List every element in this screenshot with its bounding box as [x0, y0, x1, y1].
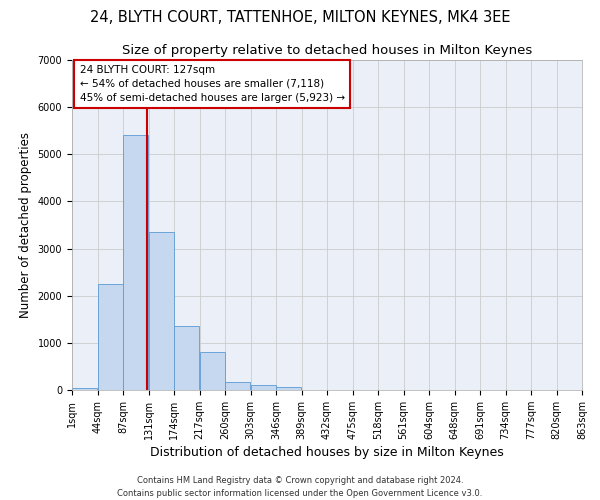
Text: Contains HM Land Registry data © Crown copyright and database right 2024.
Contai: Contains HM Land Registry data © Crown c… — [118, 476, 482, 498]
Y-axis label: Number of detached properties: Number of detached properties — [19, 132, 32, 318]
Bar — [72, 388, 97, 390]
Text: 24, BLYTH COURT, TATTENHOE, MILTON KEYNES, MK4 3EE: 24, BLYTH COURT, TATTENHOE, MILTON KEYNE… — [90, 10, 510, 25]
Bar — [98, 284, 123, 390]
Bar — [200, 352, 225, 390]
Bar — [149, 232, 174, 390]
Bar — [123, 136, 148, 390]
X-axis label: Distribution of detached houses by size in Milton Keynes: Distribution of detached houses by size … — [150, 446, 504, 459]
Text: 24 BLYTH COURT: 127sqm
← 54% of detached houses are smaller (7,118)
45% of semi-: 24 BLYTH COURT: 127sqm ← 54% of detached… — [80, 65, 345, 103]
Bar — [251, 386, 276, 390]
Bar — [174, 326, 199, 390]
Title: Size of property relative to detached houses in Milton Keynes: Size of property relative to detached ho… — [122, 44, 532, 58]
Bar — [225, 382, 250, 390]
Bar — [276, 387, 301, 390]
